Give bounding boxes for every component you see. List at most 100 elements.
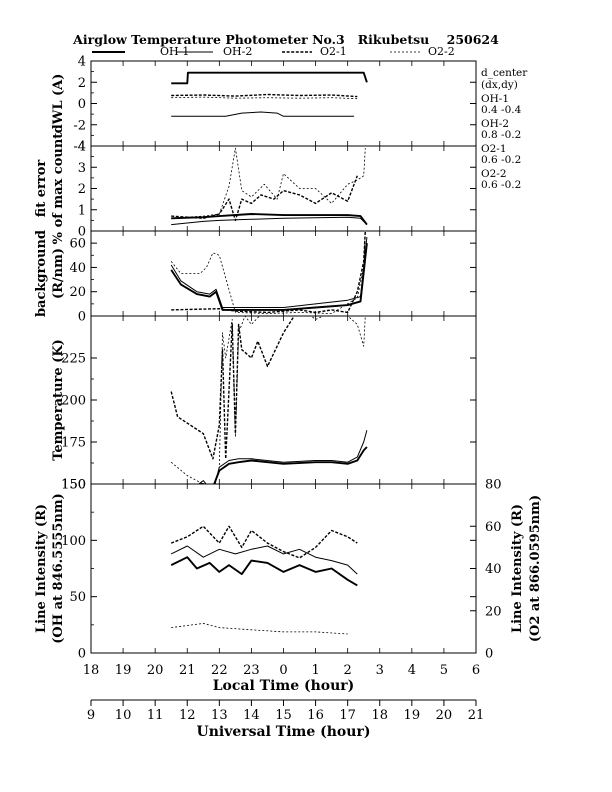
series-oh-1 bbox=[170, 556, 358, 587]
y-tick-label: 4 bbox=[78, 55, 86, 70]
y-tick-label: 20 bbox=[69, 285, 86, 300]
annotation-0: d_center bbox=[481, 67, 528, 79]
annotation-4: OH-2 bbox=[481, 118, 509, 130]
ut-tick-label: 11 bbox=[147, 708, 164, 723]
ut-axis-label: Universal Time (hour) bbox=[197, 724, 371, 740]
panel-frame bbox=[90, 315, 477, 485]
local-time-tick-label: 5 bbox=[440, 663, 448, 678]
local-time-tick-label: 21 bbox=[179, 663, 196, 678]
panel-temperature: 225 200 175 150 Temperature (K) bbox=[51, 315, 477, 493]
ut-tick-label: 16 bbox=[307, 708, 324, 723]
series-oh-1 bbox=[171, 71, 368, 85]
y-tick-label: -4 bbox=[73, 140, 86, 155]
y-axis-label: dWL (A) bbox=[51, 74, 66, 134]
ut-tick-label: 13 bbox=[211, 708, 228, 723]
ut-tick-label: 20 bbox=[436, 708, 453, 723]
y-tick-label: 100 bbox=[61, 534, 86, 549]
y-tick-label: 4 bbox=[78, 140, 86, 155]
y-axis-label: Temperature (K) bbox=[51, 339, 66, 461]
y-tick-label: 175 bbox=[61, 436, 86, 451]
ut-tick-label: 10 bbox=[115, 708, 132, 723]
y-axis-label: fit error bbox=[34, 160, 49, 218]
ut-tick-label: 9 bbox=[87, 708, 95, 723]
annotation-3: 0.4 -0.4 bbox=[481, 104, 522, 116]
y-tick-label: 2 bbox=[78, 76, 86, 91]
series-o2-2 bbox=[171, 96, 358, 100]
y-tick-label: 200 bbox=[61, 394, 86, 409]
ut-tick-label: 12 bbox=[179, 708, 196, 723]
y-tick-label: 0 bbox=[78, 225, 86, 240]
legend-label-o2-2: O2-2 bbox=[428, 45, 455, 58]
y-tick-label-right: 60 bbox=[485, 520, 502, 535]
dwl-annotations: d_center(dx,dy) OH-10.4 -0.4 OH-20.8 -0.2 O… bbox=[481, 67, 528, 191]
series-oh-1 bbox=[194, 446, 368, 484]
series-o2-1 bbox=[170, 525, 358, 559]
legend: OH-1 OH-2 O2-1 O2-2 bbox=[92, 45, 455, 58]
y-axis-label-2: (R/nm) bbox=[51, 248, 66, 299]
series-o2-2 bbox=[171, 147, 366, 219]
local-time-tick-label: 22 bbox=[211, 663, 228, 678]
y-axis-label-right-2: (O2 at 866.0595nm) bbox=[528, 495, 543, 642]
local-time-tick-label: 0 bbox=[279, 663, 287, 678]
y-tick-label-right: 0 bbox=[485, 647, 493, 662]
panel-frame bbox=[90, 230, 477, 317]
y-tick-label: 2 bbox=[78, 182, 86, 197]
local-time-tick-label: 18 bbox=[83, 663, 100, 678]
annotation-1: (dx,dy) bbox=[481, 79, 518, 91]
y-tick-label: 50 bbox=[69, 590, 86, 605]
series-o2-2 bbox=[170, 316, 366, 484]
y-axis-label: Line Intensity (R) bbox=[34, 504, 49, 633]
ut-tick-label: 18 bbox=[371, 708, 388, 723]
panel-background: 60 40 20 0 background (R/nm) bbox=[34, 230, 477, 325]
y-tick-label: 0 bbox=[78, 647, 86, 662]
ut-tick-label: 19 bbox=[404, 708, 421, 723]
annotation-2: OH-1 bbox=[481, 93, 509, 105]
series-o2-1 bbox=[170, 316, 358, 460]
panel-frame bbox=[90, 60, 477, 147]
series-oh-2 bbox=[170, 545, 358, 575]
y-tick-label: 40 bbox=[69, 261, 86, 276]
y-tick-label-right: 20 bbox=[485, 604, 502, 619]
annotation-5: 0.8 -0.2 bbox=[481, 129, 521, 141]
y-tick-label-right: 40 bbox=[485, 562, 502, 577]
series-o2-1 bbox=[171, 231, 366, 314]
y-tick-label: 0 bbox=[78, 97, 86, 112]
y-axis-label-2: % of max count bbox=[51, 133, 66, 245]
y-tick-label: 60 bbox=[69, 237, 86, 252]
series-oh-1 bbox=[170, 242, 368, 311]
y-axis-label-2: (OH at 846.5555nm) bbox=[51, 493, 66, 643]
local-time-tick-label: 4 bbox=[408, 663, 416, 678]
annotation-9: 0.6 -0.2 bbox=[481, 179, 521, 191]
y-tick-label: -2 bbox=[73, 118, 86, 133]
y-axis-label: background bbox=[34, 230, 49, 317]
y-tick-label-right: 80 bbox=[485, 478, 502, 493]
annotation-8: O2-2 bbox=[481, 168, 507, 180]
local-time-tick-label: 2 bbox=[344, 663, 352, 678]
local-time-tick-label: 23 bbox=[243, 663, 260, 678]
y-axis-label-right: Line Intensity (R) bbox=[510, 504, 525, 633]
series-oh-2 bbox=[170, 237, 368, 308]
series-o2-1 bbox=[171, 93, 358, 98]
y-tick-label: 0 bbox=[78, 310, 86, 325]
series-oh-1 bbox=[171, 213, 368, 226]
legend-label-oh-2: OH-2 bbox=[223, 45, 252, 58]
y-tick-label: 225 bbox=[61, 352, 86, 367]
legend-label-o2-1: O2-1 bbox=[320, 45, 347, 58]
panel-frame bbox=[90, 483, 477, 654]
ut-tick-label: 17 bbox=[339, 708, 356, 723]
local-time-tick-label: 6 bbox=[472, 663, 480, 678]
local-time-tick-label: 1 bbox=[311, 663, 319, 678]
y-tick-label: 1 bbox=[78, 203, 86, 218]
y-tick-label: 150 bbox=[61, 478, 86, 493]
ut-tick-label: 21 bbox=[468, 708, 485, 723]
y-tick-label: 150 bbox=[61, 478, 86, 493]
panel-fit: 4 3 2 1 0 fit error% of max count bbox=[34, 133, 477, 245]
local-time-tick-label: 20 bbox=[147, 663, 164, 678]
series-oh-2 bbox=[171, 111, 355, 117]
annotation-6: O2-1 bbox=[481, 143, 507, 155]
series-o2-1 bbox=[171, 175, 358, 222]
ut-tick-label: 14 bbox=[243, 708, 260, 723]
